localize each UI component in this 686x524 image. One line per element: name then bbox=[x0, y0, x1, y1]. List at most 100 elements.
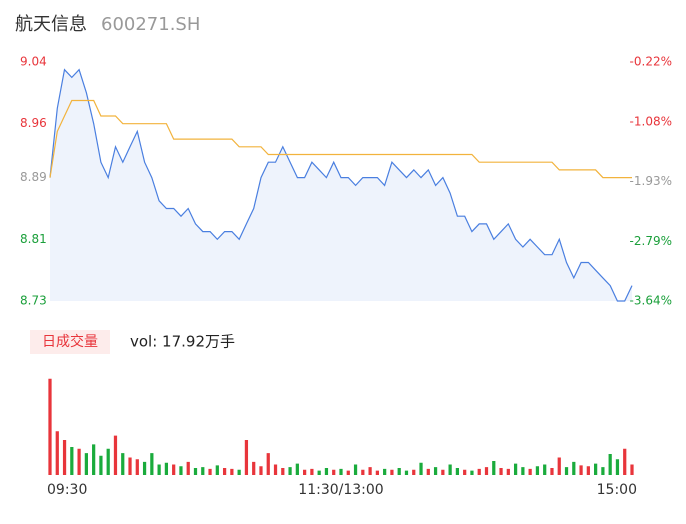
volume-bar bbox=[564, 467, 569, 475]
volume-bar bbox=[70, 447, 74, 475]
volume-bar bbox=[375, 470, 379, 475]
volume-bar bbox=[230, 468, 234, 475]
volume-bar bbox=[259, 466, 263, 475]
volume-bar bbox=[310, 468, 314, 475]
volume-bar bbox=[215, 465, 219, 475]
volume-bar bbox=[237, 469, 241, 475]
volume-bar bbox=[353, 464, 358, 475]
stock-code: 600271.SH bbox=[101, 14, 200, 35]
volume-bar bbox=[150, 453, 154, 475]
volume-bar bbox=[499, 468, 503, 475]
volume-bar bbox=[535, 466, 540, 475]
volume-bar bbox=[579, 465, 583, 475]
volume-bar bbox=[426, 468, 430, 475]
volume-total: vol: 17.92万手 bbox=[130, 333, 235, 351]
volume-bar bbox=[506, 468, 510, 475]
volume-bar bbox=[92, 444, 96, 475]
volume-bar bbox=[201, 467, 205, 475]
volume-bar bbox=[128, 457, 132, 475]
volume-bar bbox=[630, 464, 634, 475]
y-tick-label: 8.89 bbox=[20, 170, 47, 184]
x-tick-label: 11:30/13:00 bbox=[298, 482, 383, 498]
volume-bar bbox=[84, 453, 88, 475]
y2-tick-label: -1.93% bbox=[630, 174, 672, 188]
volume-bar bbox=[135, 459, 139, 475]
volume-bar bbox=[455, 468, 460, 475]
volume-bar bbox=[383, 468, 387, 475]
volume-bar bbox=[222, 468, 227, 475]
volume-bar bbox=[55, 431, 59, 475]
volume-bar bbox=[266, 453, 270, 475]
volume-bar bbox=[208, 468, 212, 475]
volume-bar bbox=[441, 469, 445, 475]
y-tick-label: 8.96 bbox=[20, 116, 47, 130]
volume-bar bbox=[48, 378, 52, 475]
volume-bar bbox=[303, 469, 307, 475]
volume-bar bbox=[106, 448, 110, 475]
volume-bar bbox=[484, 467, 489, 475]
y-tick-label: 8.73 bbox=[20, 294, 47, 308]
volume-bar bbox=[572, 461, 576, 475]
volume-bar bbox=[433, 467, 438, 475]
volume-bar bbox=[623, 448, 627, 475]
volume-bar bbox=[99, 455, 103, 475]
volume-bar bbox=[528, 468, 532, 475]
volume-bar bbox=[361, 469, 365, 475]
volume-bar bbox=[601, 467, 605, 475]
volume-bar bbox=[186, 461, 190, 475]
volume-bar bbox=[404, 470, 409, 475]
volume-bar bbox=[521, 467, 525, 475]
volume-bar bbox=[179, 466, 183, 475]
volume-bar bbox=[77, 448, 81, 475]
volume-bar bbox=[273, 464, 278, 475]
volume-bar bbox=[317, 470, 321, 475]
volume-bar bbox=[492, 461, 496, 475]
volume-bar bbox=[419, 462, 423, 475]
volume-bar bbox=[172, 464, 176, 475]
volume-bar bbox=[412, 469, 416, 475]
volume-bar bbox=[193, 468, 198, 475]
y-tick-label: 9.04 bbox=[20, 55, 47, 69]
y2-tick-label: -3.64% bbox=[630, 294, 672, 308]
volume-bar bbox=[332, 469, 336, 475]
y2-tick-label: -2.79% bbox=[630, 234, 672, 248]
volume-bar bbox=[586, 466, 590, 475]
x-tick-label: 09:30 bbox=[47, 482, 87, 498]
volume-bar bbox=[164, 462, 169, 475]
x-tick-label: 15:00 bbox=[597, 482, 637, 498]
volume-bar bbox=[295, 463, 299, 475]
volume-bar bbox=[252, 461, 256, 475]
volume-bar bbox=[157, 464, 161, 475]
volume-bar bbox=[346, 470, 350, 475]
volume-bar bbox=[113, 435, 118, 475]
line bbox=[49, 99, 632, 179]
volume-bar bbox=[543, 464, 547, 475]
volume-bar bbox=[463, 469, 467, 475]
volume-bar bbox=[281, 468, 285, 475]
y2-tick-label: -0.22% bbox=[630, 55, 672, 69]
volume-bar bbox=[557, 457, 561, 475]
volume-bar bbox=[339, 468, 343, 475]
volume-bar bbox=[397, 468, 401, 475]
volume-bar bbox=[368, 467, 372, 475]
volume-bar bbox=[390, 469, 394, 475]
volume-label: 日成交量 bbox=[42, 333, 98, 350]
volume-bar bbox=[62, 440, 67, 475]
volume-bar bbox=[608, 454, 612, 475]
y2-tick-label: -1.08% bbox=[630, 115, 672, 129]
volume-bar bbox=[470, 470, 474, 475]
y-tick-label: 8.81 bbox=[20, 232, 47, 246]
volume-bar bbox=[244, 440, 249, 475]
stock-name: 航天信息 bbox=[15, 14, 87, 35]
price-area bbox=[50, 69, 632, 301]
volume-bar bbox=[615, 459, 620, 475]
volume-bar bbox=[513, 463, 518, 475]
volume-bar bbox=[142, 461, 147, 475]
volume-bar bbox=[477, 468, 481, 475]
volume-bar bbox=[550, 468, 554, 475]
volume-bar bbox=[594, 463, 598, 475]
line bbox=[49, 68, 633, 302]
volume-label-box bbox=[30, 330, 110, 354]
